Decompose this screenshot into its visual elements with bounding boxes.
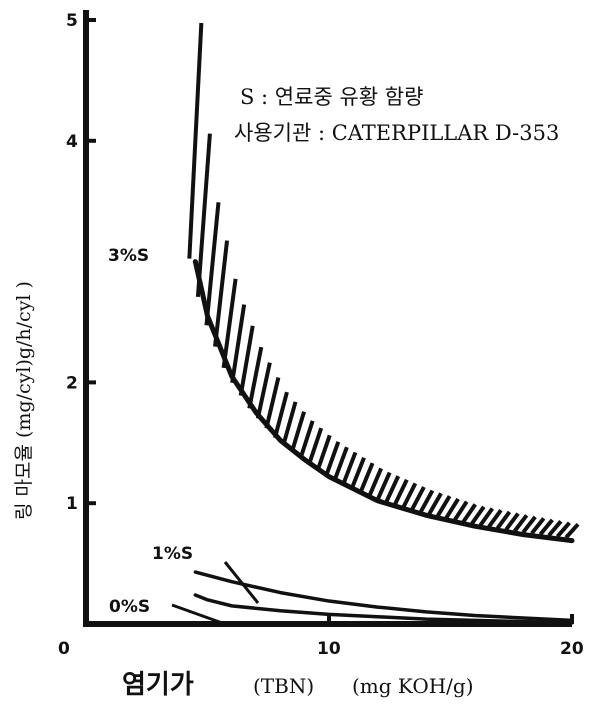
plot-area: 1 2 4 5 0 10 20 xyxy=(58,11,584,659)
hatch-line xyxy=(315,434,332,471)
hatch-line xyxy=(410,486,426,511)
hatch-line xyxy=(555,521,571,538)
annotation-sulfur-legend: S : 연료중 유황 함량 xyxy=(240,85,423,109)
hatch-line xyxy=(221,278,238,369)
y-axis-label: 링 마모율 (mg/cyl)g/h/cyl ) xyxy=(13,281,35,520)
hatch-line xyxy=(530,517,546,535)
annotation-engine-legend: 사용기관 : CATERPILLAR D-353 xyxy=(234,121,559,145)
x-axis-unit-tbn: (TBN) xyxy=(253,674,314,698)
x-axis-label: 염기가 xyxy=(122,670,194,700)
hatch-line xyxy=(461,503,477,524)
hatch-line xyxy=(264,377,281,429)
leader-line-1s xyxy=(223,561,260,604)
hatch-line xyxy=(187,22,204,259)
y-tick-label: 4 xyxy=(66,132,78,152)
hatch-line xyxy=(401,482,418,509)
hatch-line xyxy=(470,505,486,525)
x-tick-label: 0 xyxy=(58,639,70,659)
hatch-line xyxy=(324,441,341,476)
series-3s-line xyxy=(192,259,575,544)
hatch-line xyxy=(332,446,349,481)
hatch-line xyxy=(213,240,230,347)
y-tick-label: 5 xyxy=(66,11,78,31)
hatch-line xyxy=(350,457,366,489)
hatch-line xyxy=(487,509,503,528)
hatch-line xyxy=(358,462,375,494)
hatch-line xyxy=(367,467,383,498)
hatch-line xyxy=(392,478,409,506)
hatch-line xyxy=(307,427,324,465)
hatch-line xyxy=(504,512,520,531)
y-tick-label: 1 xyxy=(66,494,78,514)
hatch-line xyxy=(195,133,212,298)
hatch-line xyxy=(444,497,460,520)
hatch-line xyxy=(255,362,272,419)
y-tick-label: 2 xyxy=(66,373,78,393)
hatch-line xyxy=(204,202,221,326)
hatch-line xyxy=(341,451,358,485)
hatch-line xyxy=(238,325,255,396)
hatch-line xyxy=(453,500,469,522)
hatch-line xyxy=(247,346,264,409)
x-axis-unit-mg: (mg KOH/g) xyxy=(352,674,474,698)
hatch-line xyxy=(495,510,512,530)
hatch-line xyxy=(290,411,306,453)
x-tick-label: 20 xyxy=(560,639,584,659)
series-label-0s: 0%S xyxy=(109,597,150,617)
hatch-line xyxy=(513,514,529,533)
hatch-line xyxy=(375,471,392,501)
hatch-line xyxy=(538,518,554,536)
hatch-line xyxy=(478,507,495,527)
hatch-line xyxy=(230,304,247,384)
hatch-line xyxy=(281,401,298,446)
hatch-line xyxy=(384,475,401,503)
hatch-line xyxy=(435,495,452,518)
leader-line-0s xyxy=(171,603,226,626)
hatch-line xyxy=(273,391,289,439)
series-1s-line xyxy=(193,570,574,623)
series-label-3s: 3%S xyxy=(108,246,149,266)
hatch-line xyxy=(298,420,315,459)
hatch-line xyxy=(418,489,435,514)
hatch-line xyxy=(547,520,563,537)
hatch-line xyxy=(427,492,443,516)
x-tick-label: 10 xyxy=(317,639,341,659)
series-label-1s: 1%S xyxy=(152,544,193,564)
series-0s-line xyxy=(193,593,574,625)
hatch-line xyxy=(564,522,580,539)
hatch-line xyxy=(521,515,537,534)
